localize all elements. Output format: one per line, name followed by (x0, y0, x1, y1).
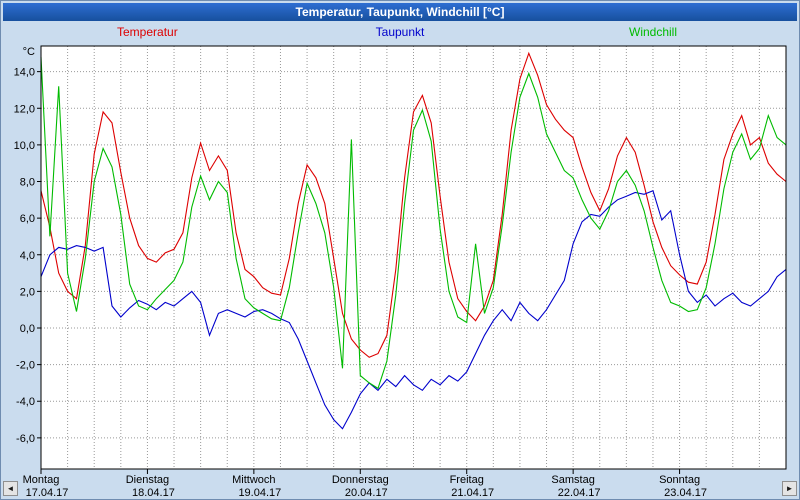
series-windchill (40, 56, 787, 390)
window-title-bar: Temperatur, Taupunkt, Windchill [°C] (3, 3, 797, 21)
x-day-date: 19.04.17 (238, 487, 281, 499)
legend-item-temperatur: Temperatur (117, 25, 178, 39)
y-tick-label: 12,0 (14, 103, 35, 115)
x-day-date: 23.04.17 (664, 487, 707, 499)
scroll-left-button[interactable]: ◄ (3, 481, 18, 496)
plot-background (41, 46, 786, 469)
y-tick-label: 14,0 (14, 67, 35, 79)
y-tick-label: -4,0 (16, 396, 35, 408)
x-day-date: 17.04.17 (26, 487, 69, 499)
x-day-date: 22.04.17 (558, 487, 601, 499)
x-day-date: 20.04.17 (345, 487, 388, 499)
x-day-date: 18.04.17 (132, 487, 175, 499)
x-day-name: Donnerstag (332, 474, 389, 486)
x-day-name: Freitag (450, 474, 484, 486)
y-tick-label: 6,0 (20, 213, 35, 225)
y-tick-label: -6,0 (16, 433, 35, 445)
y-tick-label: 2,0 (20, 286, 35, 298)
x-day-name: Mittwoch (232, 474, 275, 486)
scroll-right-button[interactable]: ► (782, 481, 797, 496)
x-day-name: Sonntag (659, 474, 700, 486)
legend-item-windchill: Windchill (629, 25, 678, 39)
x-day-name: Samstag (551, 474, 594, 486)
series-temperatur (40, 51, 787, 358)
y-tick-label: 8,0 (20, 177, 35, 189)
x-day-name: Montag (23, 474, 60, 486)
legend-item-taupunkt: Taupunkt (375, 25, 425, 39)
y-axis-unit-label: °C (23, 46, 35, 58)
window-title: Temperatur, Taupunkt, Windchill [°C] (295, 5, 505, 19)
series-taupunkt (40, 189, 787, 430)
chart-legend: Temperatur Taupunkt Windchill (1, 25, 799, 39)
y-tick-label: 10,0 (14, 140, 35, 152)
y-tick-label: 0,0 (20, 323, 35, 335)
x-day-name: Dienstag (126, 474, 169, 486)
y-tick-label: 4,0 (20, 250, 35, 262)
x-day-date: 21.04.17 (451, 487, 494, 499)
grid-lines (41, 46, 786, 469)
plot-border (40, 45, 787, 470)
y-tick-label: -2,0 (16, 360, 35, 372)
